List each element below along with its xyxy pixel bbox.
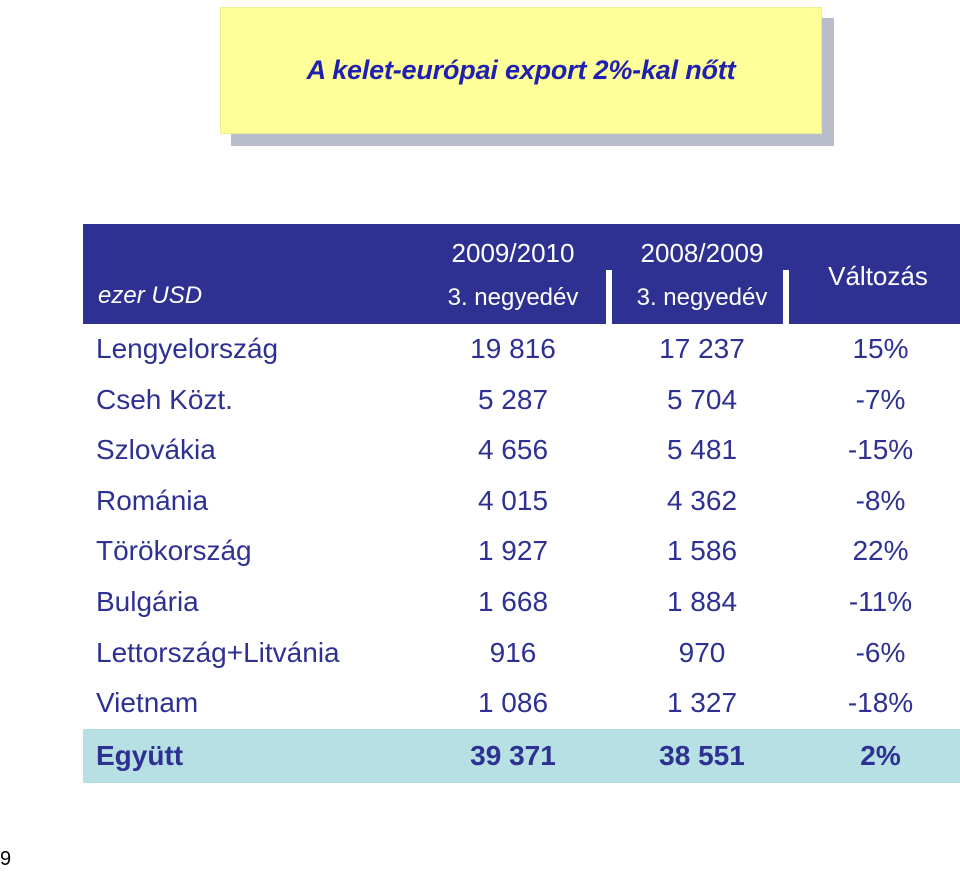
table-header: ezer USD 2009/2010 3. negyedév 2008/2009… <box>83 224 960 324</box>
value-2008-2009-cell: 1 586 <box>666 535 738 567</box>
header-divider <box>783 270 789 324</box>
column-2-period: 2008/2009 <box>640 238 764 268</box>
value-2008-2009-cell: 5 481 <box>666 434 738 466</box>
value-2009-2010-cell: 1 927 <box>477 535 549 567</box>
title-box: A kelet-európai export 2%-kal nőtt <box>220 7 822 134</box>
header-divider <box>606 270 612 324</box>
unit-label: ezer USD <box>98 282 203 309</box>
table-row: Vietnam 1 086 1 327 -18% <box>83 678 960 729</box>
slide-title: A kelet-európai export 2%-kal nőtt <box>306 55 736 85</box>
table-row: Szlovákia 4 656 5 481 -15% <box>83 425 960 476</box>
export-table: ezer USD 2009/2010 3. negyedév 2008/2009… <box>83 224 960 783</box>
change-cell: -18% <box>847 687 914 719</box>
value-2008-2009-cell: 970 <box>678 636 726 668</box>
country-cell: Bulgária <box>96 585 199 617</box>
change-cell: -8% <box>855 484 906 516</box>
table-row: Románia 4 015 4 362 -8% <box>83 476 960 527</box>
value-2008-2009-cell: 1 327 <box>666 687 738 719</box>
country-cell: Románia <box>96 484 209 516</box>
value-2009-2010-cell: 4 656 <box>477 434 549 466</box>
column-2-quarter: 3. negyedév <box>636 284 768 311</box>
total-2008-2009-cell: 38 551 <box>659 739 745 771</box>
value-2008-2009-cell: 5 704 <box>666 383 738 415</box>
change-cell: 22% <box>852 535 909 567</box>
table-row: Lettország+Litvánia 916 970 -6% <box>83 628 960 679</box>
value-2009-2010-cell: 19 816 <box>470 333 556 364</box>
country-cell: Lettország+Litvánia <box>96 636 340 668</box>
country-cell: Cseh Közt. <box>96 383 233 415</box>
total-change-cell: 2% <box>860 739 901 771</box>
value-2008-2009-cell: 1 884 <box>666 585 738 617</box>
value-2008-2009-cell: 4 362 <box>666 484 738 516</box>
total-row: Együtt 39 371 38 551 2% <box>83 728 960 783</box>
column-1-quarter: 3. negyedév <box>447 284 579 311</box>
column-1-period: 2009/2010 <box>451 238 575 268</box>
page-number: 9 <box>0 848 12 870</box>
total-2009-2010-cell: 39 371 <box>470 739 556 771</box>
value-2009-2010-cell: 1 668 <box>477 585 549 617</box>
change-cell: -7% <box>855 383 906 415</box>
country-cell: Törökország <box>96 535 252 567</box>
table-row: Cseh Közt. 5 287 5 704 -7% <box>83 375 960 426</box>
change-cell: -15% <box>847 434 914 466</box>
country-cell: Lengyelország <box>96 333 279 364</box>
value-2009-2010-cell: 916 <box>489 636 537 668</box>
country-cell: Vietnam <box>96 687 199 719</box>
value-2009-2010-cell: 1 086 <box>477 687 549 719</box>
value-2009-2010-cell: 4 015 <box>477 484 549 516</box>
total-label: Együtt <box>96 739 184 771</box>
value-2009-2010-cell: 5 287 <box>477 383 549 415</box>
value-2008-2009-cell: 17 237 <box>659 333 745 364</box>
change-cell: 15% <box>852 333 909 364</box>
table-row: Törökország 1 927 1 586 22% <box>83 526 960 577</box>
change-cell: -11% <box>848 585 913 617</box>
table-row: Bulgária 1 668 1 884 -11% <box>83 577 960 628</box>
change-cell: -6% <box>855 636 906 668</box>
country-cell: Szlovákia <box>96 434 216 466</box>
table-row: Lengyelország 19 816 17 237 15% <box>83 324 960 375</box>
change-column-header: Változás <box>828 261 928 291</box>
